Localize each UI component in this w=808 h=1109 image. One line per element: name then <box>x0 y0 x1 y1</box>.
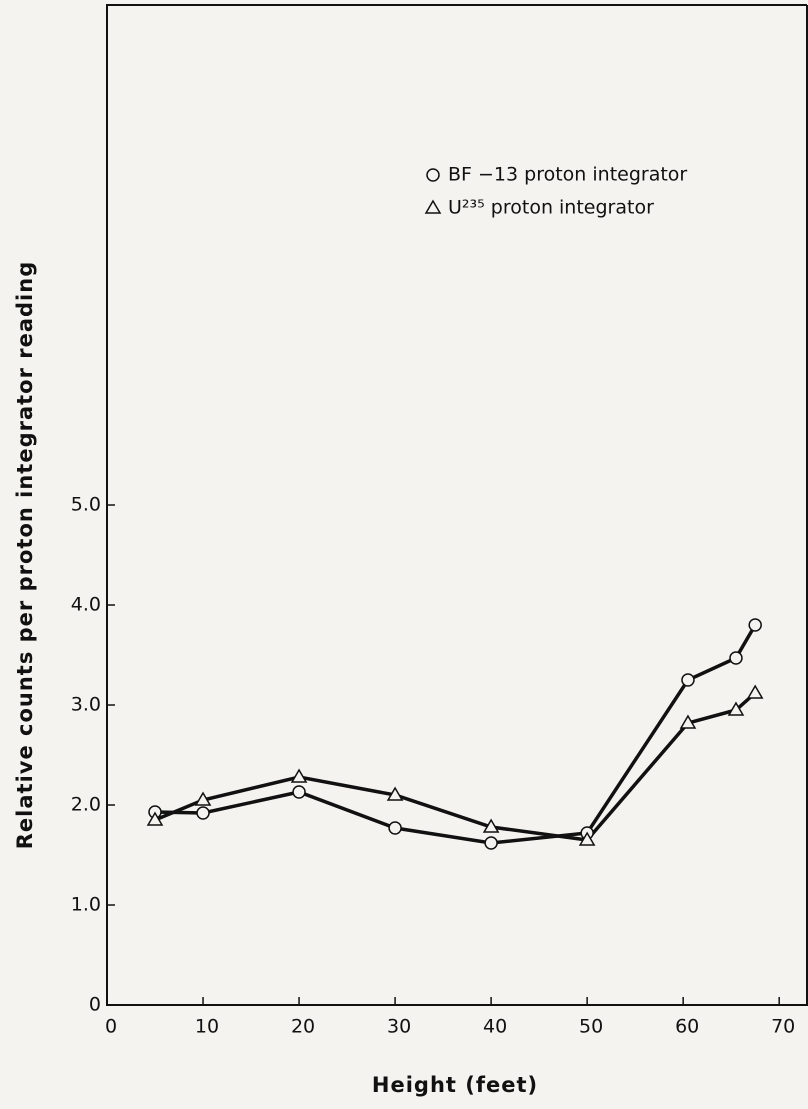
y-tick-label: 4.0 <box>71 594 101 616</box>
data-point <box>748 618 762 632</box>
data-point <box>292 785 306 799</box>
y-tick-label: 3.0 <box>71 694 101 716</box>
x-tick-label: 50 <box>579 1016 603 1038</box>
data-point <box>194 791 212 806</box>
x-tick-label: 20 <box>291 1016 315 1038</box>
x-tick-label: 0 <box>105 1016 117 1038</box>
data-point <box>746 684 764 699</box>
data-point <box>290 768 308 783</box>
data-point <box>578 831 596 846</box>
legend-label: U²³⁵ proton integrator <box>448 197 654 219</box>
x-axis-label: Height (feet) <box>372 1073 538 1097</box>
y-tick-label: 1.0 <box>71 894 101 916</box>
x-tick-label: 70 <box>771 1016 795 1038</box>
data-point <box>484 836 498 850</box>
x-tick-label: 30 <box>387 1016 411 1038</box>
data-point <box>196 806 210 820</box>
y-axis-label: Relative counts per proton integrator re… <box>13 261 37 849</box>
y-tick-label: 5.0 <box>71 494 101 516</box>
data-point <box>388 821 402 835</box>
x-tick-label: 40 <box>483 1016 507 1038</box>
x-tick-label: 10 <box>195 1016 219 1038</box>
legend-marker <box>424 199 442 214</box>
data-point <box>727 701 745 716</box>
data-point <box>681 673 695 687</box>
data-point <box>679 714 697 729</box>
y-tick-label: 0 <box>89 994 101 1016</box>
data-point <box>146 811 164 826</box>
data-point <box>729 651 743 665</box>
legend-marker <box>426 168 440 182</box>
data-point <box>386 786 404 801</box>
y-tick-label: 2.0 <box>71 794 101 816</box>
x-tick-label: 60 <box>675 1016 699 1038</box>
data-point <box>482 818 500 833</box>
legend-label: BF −13 proton integrator <box>448 164 687 186</box>
